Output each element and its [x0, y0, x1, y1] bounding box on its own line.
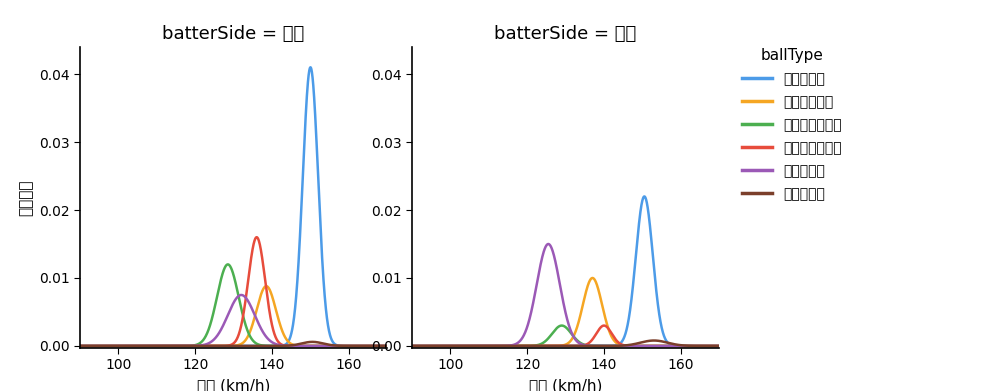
Title: batterSide = 右打: batterSide = 右打	[495, 25, 636, 43]
X-axis label: 球速 (km/h): 球速 (km/h)	[197, 378, 271, 391]
Title: batterSide = 左打: batterSide = 左打	[163, 25, 305, 43]
X-axis label: 球速 (km/h): 球速 (km/h)	[528, 378, 602, 391]
Legend: ストレート, カットボール, ナックルカーブ, チェンジアップ, スライダー, ツーシーム: ストレート, カットボール, ナックルカーブ, チェンジアップ, スライダー, …	[741, 48, 842, 201]
Y-axis label: 確率密度: 確率密度	[18, 179, 33, 216]
